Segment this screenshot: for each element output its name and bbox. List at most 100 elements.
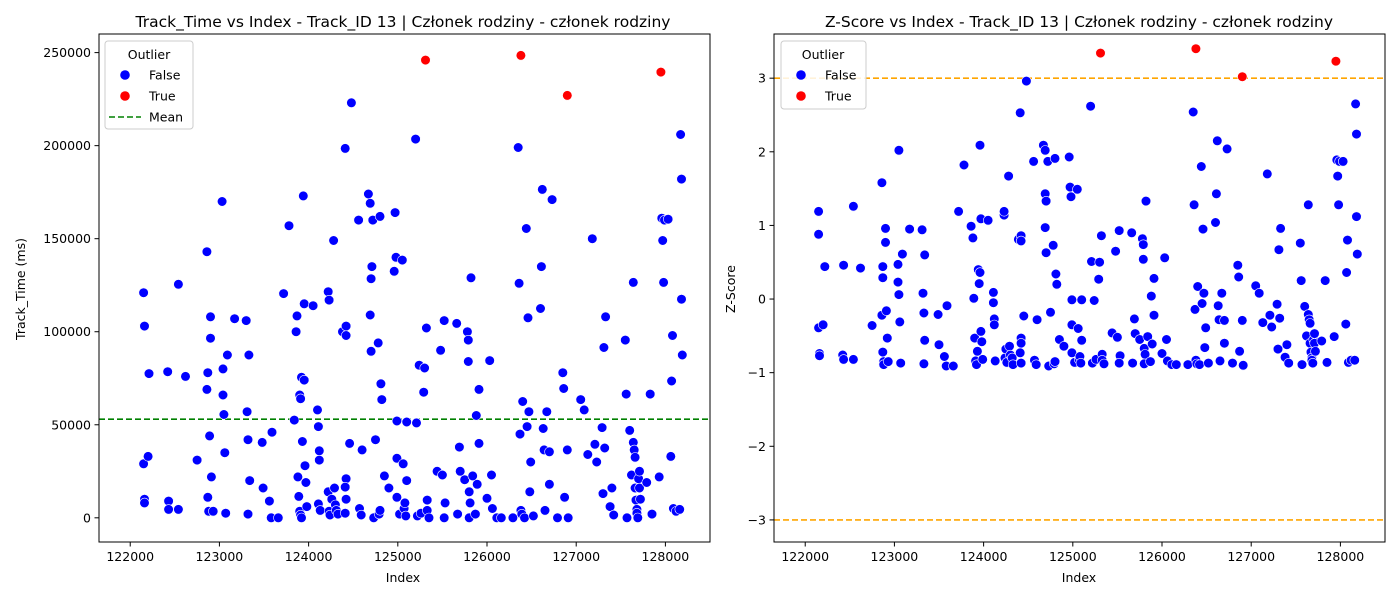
data-point — [312, 404, 323, 416]
data-point — [484, 355, 495, 366]
x-tick-label: 126000 — [1138, 549, 1186, 564]
data-point — [953, 206, 964, 217]
data-point — [465, 497, 476, 509]
data-point — [974, 140, 986, 151]
data-point — [218, 409, 229, 420]
data-point — [523, 406, 535, 417]
data-point — [999, 206, 1010, 217]
y-tick-label: 0 — [758, 292, 766, 307]
data-point — [1094, 257, 1105, 268]
data-point — [547, 194, 558, 205]
data-point — [1307, 358, 1318, 369]
data-point — [1064, 151, 1075, 163]
data-point — [848, 354, 859, 365]
data-point — [1212, 135, 1223, 146]
data-point — [410, 133, 421, 145]
y-tick-label: −1 — [748, 365, 766, 380]
data-point — [628, 277, 639, 288]
data-point — [435, 345, 446, 356]
data-point — [301, 501, 312, 512]
data-point — [563, 512, 574, 523]
data-point — [1222, 143, 1233, 154]
data-point — [1045, 307, 1056, 318]
x-tick-label: 122000 — [106, 549, 154, 564]
data-point — [544, 446, 555, 457]
legend-label-true: True — [148, 89, 176, 104]
data-point — [893, 145, 904, 156]
outlier-point — [515, 50, 527, 61]
y-tick-label: 150000 — [43, 231, 91, 246]
data-point — [1076, 294, 1087, 305]
legend-label-false: False — [149, 68, 181, 83]
data-point — [1333, 199, 1344, 210]
data-point — [895, 358, 906, 369]
data-point — [813, 206, 824, 217]
data-point — [473, 438, 485, 449]
data-point — [421, 322, 432, 334]
data-point — [1295, 238, 1306, 249]
data-point — [1350, 98, 1361, 109]
data-point — [411, 417, 422, 429]
data-point — [391, 415, 403, 427]
data-point — [1146, 291, 1157, 302]
data-point — [366, 273, 377, 284]
data-point — [514, 429, 526, 440]
data-point — [419, 362, 430, 374]
data-point — [1147, 338, 1158, 350]
data-point — [1274, 313, 1285, 324]
data-point — [1237, 315, 1248, 326]
data-point — [1351, 211, 1362, 222]
data-point — [966, 221, 977, 232]
data-point — [217, 363, 229, 375]
data-point — [1219, 315, 1230, 326]
data-point — [559, 492, 570, 503]
data-point — [315, 505, 326, 516]
data-point — [1198, 288, 1210, 299]
data-point — [297, 436, 308, 447]
data-point — [597, 422, 608, 433]
data-point — [1273, 244, 1285, 255]
data-point — [229, 313, 240, 324]
data-point — [397, 255, 408, 266]
data-point — [217, 389, 229, 401]
data-point — [463, 356, 474, 367]
data-point — [645, 389, 656, 400]
data-point — [507, 512, 519, 523]
data-point — [467, 470, 478, 482]
data-point — [341, 473, 352, 484]
data-point — [464, 486, 475, 497]
data-point — [525, 456, 536, 468]
data-point — [1194, 359, 1205, 370]
data-point — [646, 509, 658, 520]
data-point — [363, 188, 374, 200]
data-point — [1159, 252, 1170, 263]
data-point — [587, 233, 598, 244]
data-point — [291, 326, 302, 337]
data-point — [314, 455, 325, 466]
data-point — [880, 237, 891, 248]
data-point — [222, 349, 233, 361]
data-point — [473, 384, 485, 395]
data-point — [977, 354, 988, 365]
data-point — [513, 142, 524, 153]
data-point — [356, 509, 367, 521]
x-tick-label: 124000 — [285, 549, 333, 564]
data-point — [1018, 310, 1029, 322]
data-point — [472, 479, 483, 490]
data-point — [258, 482, 269, 494]
data-point — [582, 449, 593, 460]
y-tick-label: 50000 — [51, 417, 91, 432]
data-point — [599, 442, 610, 454]
data-point — [528, 510, 539, 522]
y-axis-label: Z-Score — [723, 265, 738, 313]
data-point — [1272, 344, 1284, 355]
data-point — [1049, 356, 1061, 367]
data-point — [974, 267, 986, 278]
y-tick-label: 0 — [83, 510, 91, 525]
data-point — [1028, 156, 1039, 167]
data-point — [666, 375, 677, 387]
data-point — [1161, 334, 1172, 345]
data-point — [324, 295, 335, 306]
data-point — [1148, 273, 1160, 284]
data-point — [641, 477, 652, 488]
